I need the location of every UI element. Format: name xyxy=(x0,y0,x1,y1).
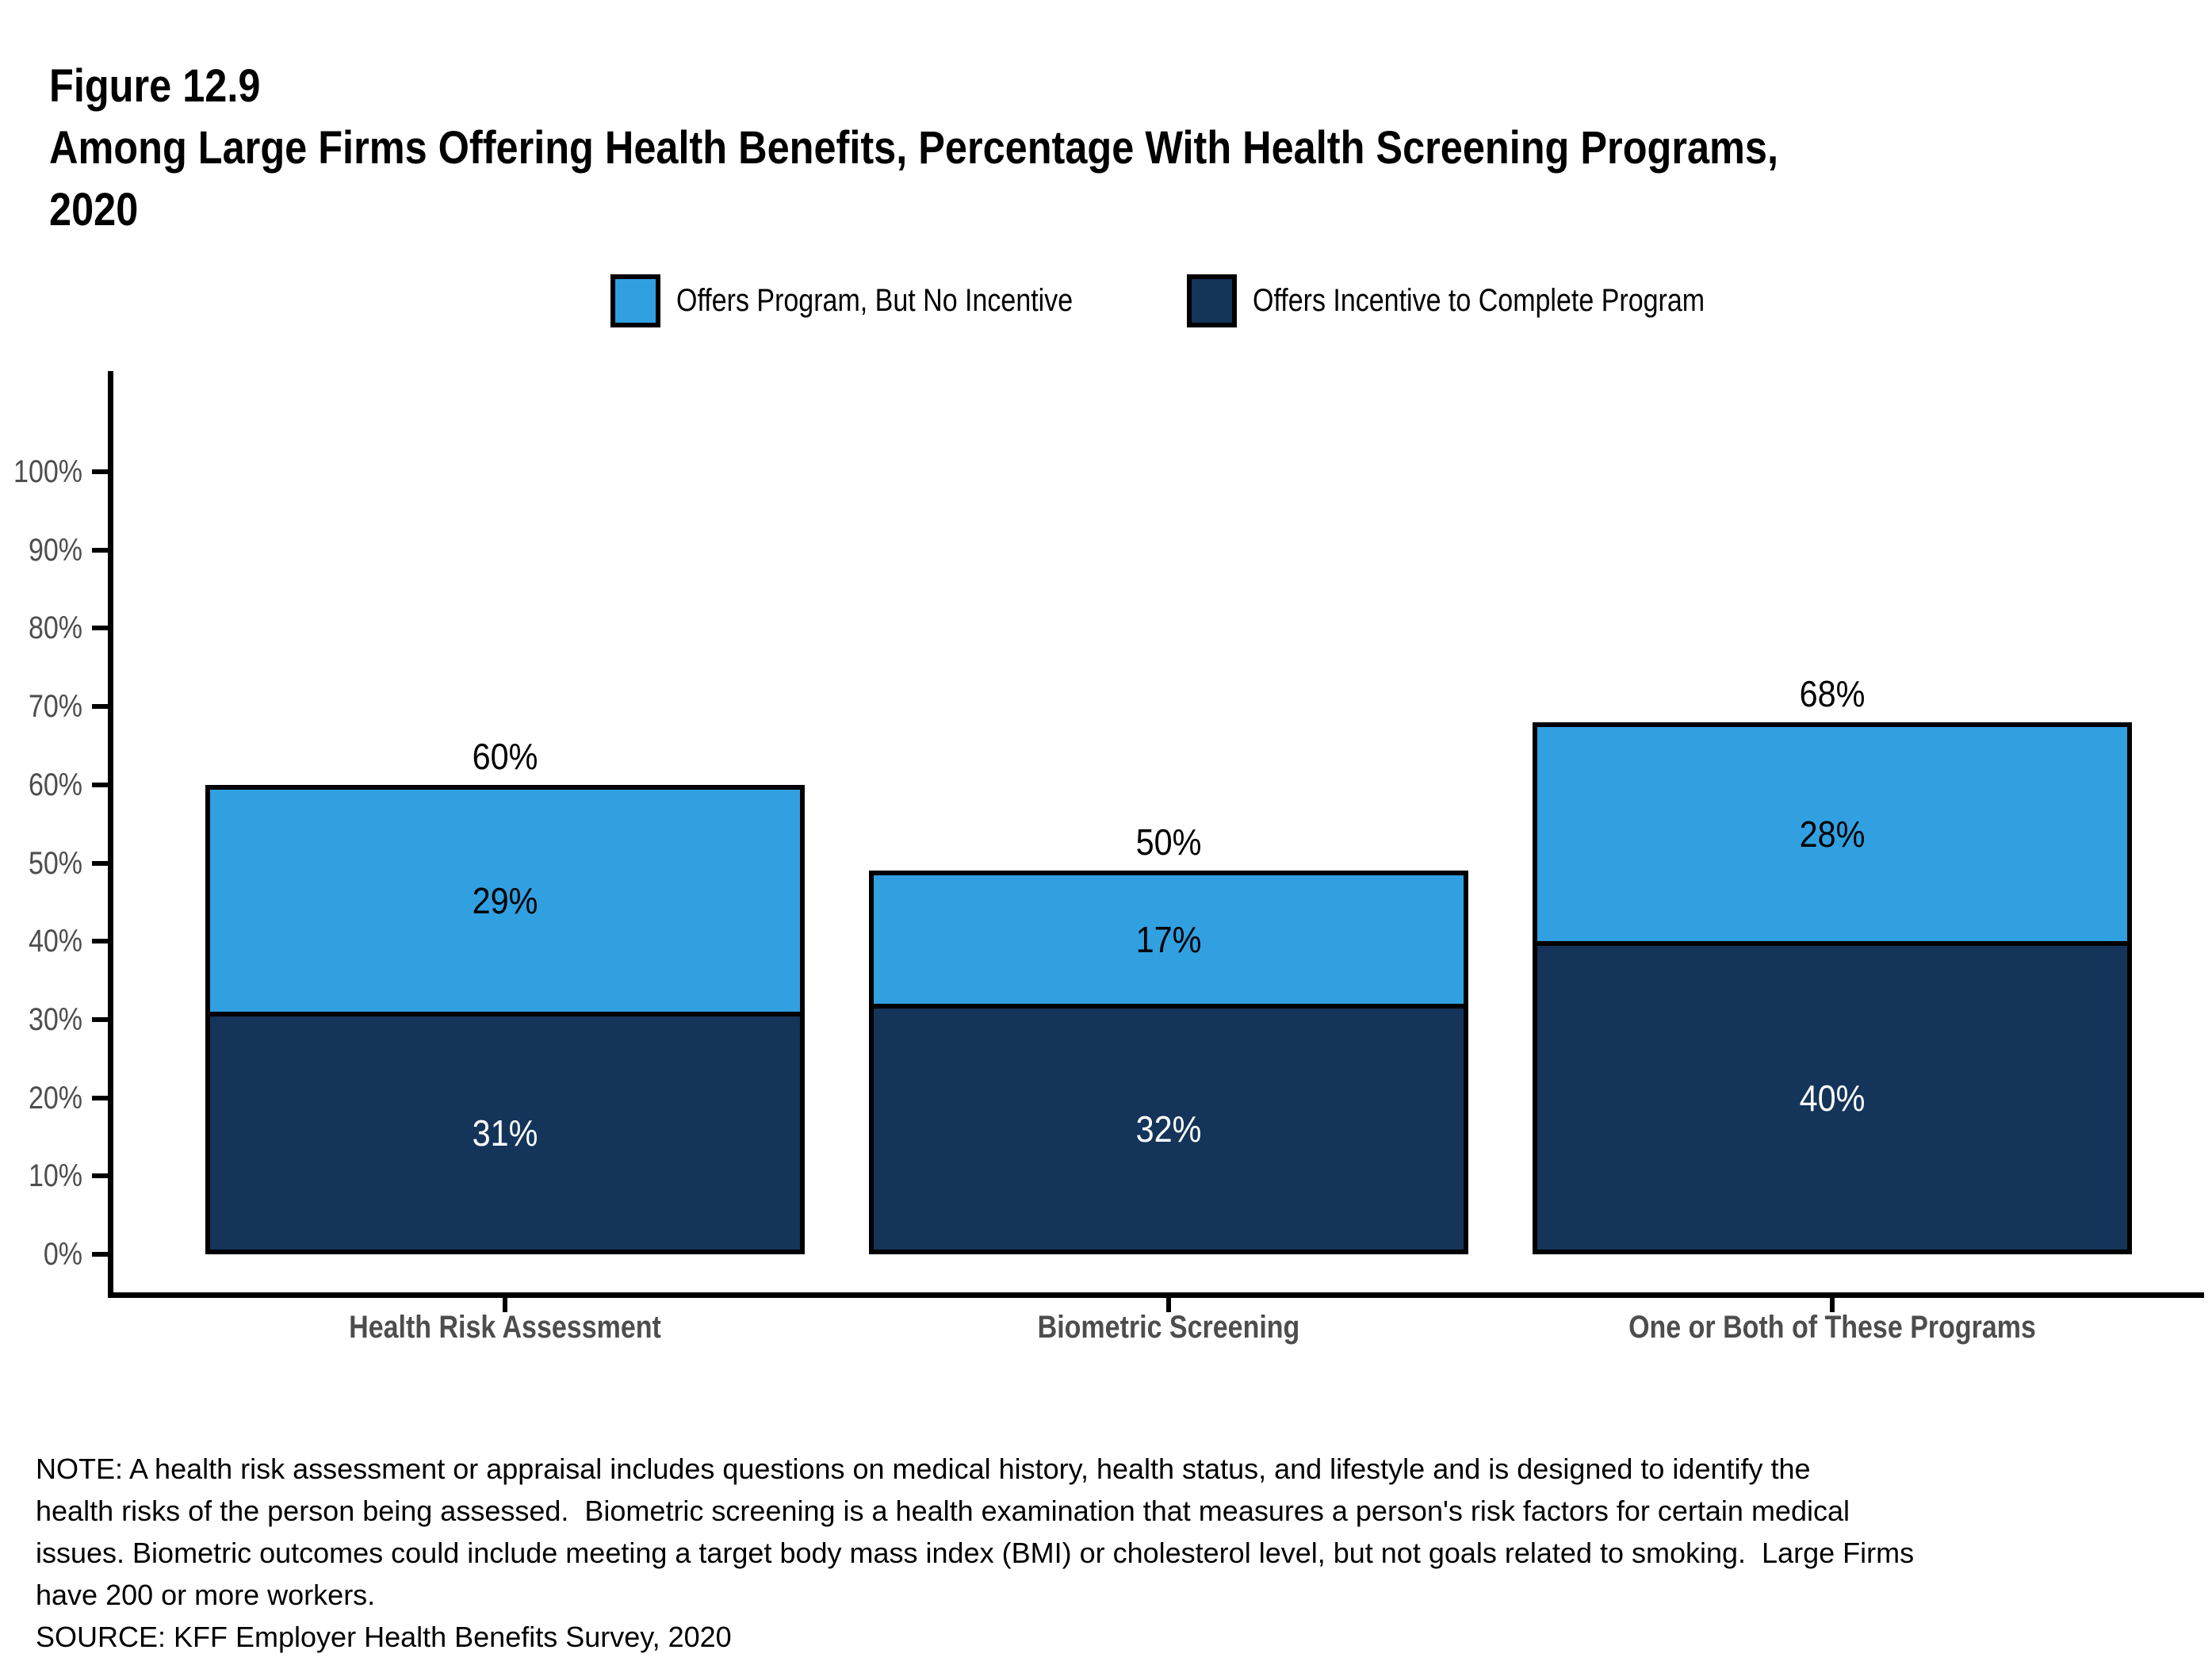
bar-group: 50% 17% 32% xyxy=(869,821,1468,1254)
y-tick xyxy=(92,626,108,631)
y-tick-label: 90% xyxy=(28,532,82,568)
y-tick-label: 20% xyxy=(28,1080,82,1116)
figure-title-line-1: Among Large Firms Offering Health Benefi… xyxy=(49,122,1778,174)
bar-segment-no-incentive: 17% xyxy=(874,875,1464,1005)
legend-item-incentive: Offers Incentive to Complete Program xyxy=(1187,274,1785,327)
bar-segment-incentive: 31% xyxy=(210,1012,800,1250)
y-tick xyxy=(92,782,108,787)
y-tick-label: 40% xyxy=(28,924,82,959)
bar-value-label: 32% xyxy=(1135,1108,1202,1150)
y-tick-label: 10% xyxy=(28,1158,82,1194)
bar: 29% 31% xyxy=(205,784,805,1254)
note-line-2: health risks of the person being assesse… xyxy=(36,1495,1850,1527)
legend-swatch-light-blue xyxy=(610,274,660,327)
y-tick xyxy=(92,1252,108,1257)
bar-total-text: 68% xyxy=(1799,672,1866,714)
bar-segment-no-incentive: 29% xyxy=(210,789,800,1012)
bar-group: 68% 28% 40% xyxy=(1533,673,2132,1254)
note-line-4: have 200 or more workers. xyxy=(36,1579,376,1611)
source-line: SOURCE: KFF Employer Health Benefits Sur… xyxy=(36,1621,732,1653)
y-tick xyxy=(92,1095,108,1100)
y-tick-label: 60% xyxy=(28,767,82,802)
bar-total-text: 60% xyxy=(472,735,538,777)
legend-label-no-incentive: Offers Program, But No Incentive xyxy=(676,283,1073,318)
bar-value-label: 40% xyxy=(1799,1077,1866,1119)
x-category-label: Health Risk Assessment xyxy=(349,1310,661,1345)
figure-footer: NOTE: A health risk assessment or apprai… xyxy=(36,1448,1914,1658)
bar-segment-incentive: 40% xyxy=(1537,941,2127,1250)
bar-value-label: 17% xyxy=(1135,919,1202,961)
y-tick xyxy=(92,1016,108,1022)
note-line-1: NOTE: A health risk assessment or apprai… xyxy=(36,1453,1811,1485)
note-line-3: issues. Biometric outcomes could include… xyxy=(36,1537,1915,1569)
figure-number: Figure 12.9 xyxy=(49,60,261,112)
y-tick-label: 80% xyxy=(28,610,82,646)
chart-legend: Offers Program, But No Incentive Offers … xyxy=(610,274,1785,327)
bar-segment-no-incentive: 28% xyxy=(1537,726,2127,942)
x-axis-line xyxy=(108,1292,2204,1298)
bar-total-label: 68% xyxy=(1796,673,1869,714)
bar-value-label: 29% xyxy=(472,879,538,921)
y-tick-label: 70% xyxy=(28,689,82,725)
y-tick-label: 0% xyxy=(43,1237,82,1272)
bar-total-label: 50% xyxy=(1132,821,1205,863)
y-tick xyxy=(92,704,108,710)
legend-label-incentive: Offers Incentive to Complete Program xyxy=(1253,283,1705,318)
y-tick xyxy=(92,469,108,474)
bar-segment-incentive: 32% xyxy=(874,1004,1464,1250)
legend-item-no-incentive: Offers Program, But No Incentive xyxy=(610,274,1142,327)
y-tick xyxy=(92,547,108,553)
x-tick xyxy=(1830,1298,1835,1312)
bar-total-label: 60% xyxy=(469,736,542,777)
x-tick xyxy=(1166,1298,1171,1312)
bar-total-text: 50% xyxy=(1135,821,1202,863)
y-tick xyxy=(92,939,108,944)
x-tick xyxy=(503,1298,507,1312)
x-category-label: One or Both of These Programs xyxy=(1628,1310,2036,1345)
figure-header: Figure 12.9 Among Large Firms Offering H… xyxy=(49,56,2037,241)
bar-value-label: 28% xyxy=(1799,813,1866,855)
y-tick-label: 100% xyxy=(13,454,82,489)
figure-title-line-2: 2020 xyxy=(49,184,139,235)
y-tick-label: 50% xyxy=(28,845,82,881)
bar-value-label: 31% xyxy=(472,1112,538,1154)
y-tick xyxy=(92,1173,108,1179)
bar: 17% 32% xyxy=(869,871,1468,1254)
y-tick xyxy=(92,860,108,866)
y-tick-label: 30% xyxy=(28,1001,82,1037)
bar: 28% 40% xyxy=(1533,722,2132,1254)
legend-swatch-navy xyxy=(1187,274,1238,327)
bar-group: 60% 29% 31% xyxy=(205,736,805,1254)
y-axis-line xyxy=(108,371,113,1298)
x-category-label: Biometric Screening xyxy=(1037,1310,1300,1345)
